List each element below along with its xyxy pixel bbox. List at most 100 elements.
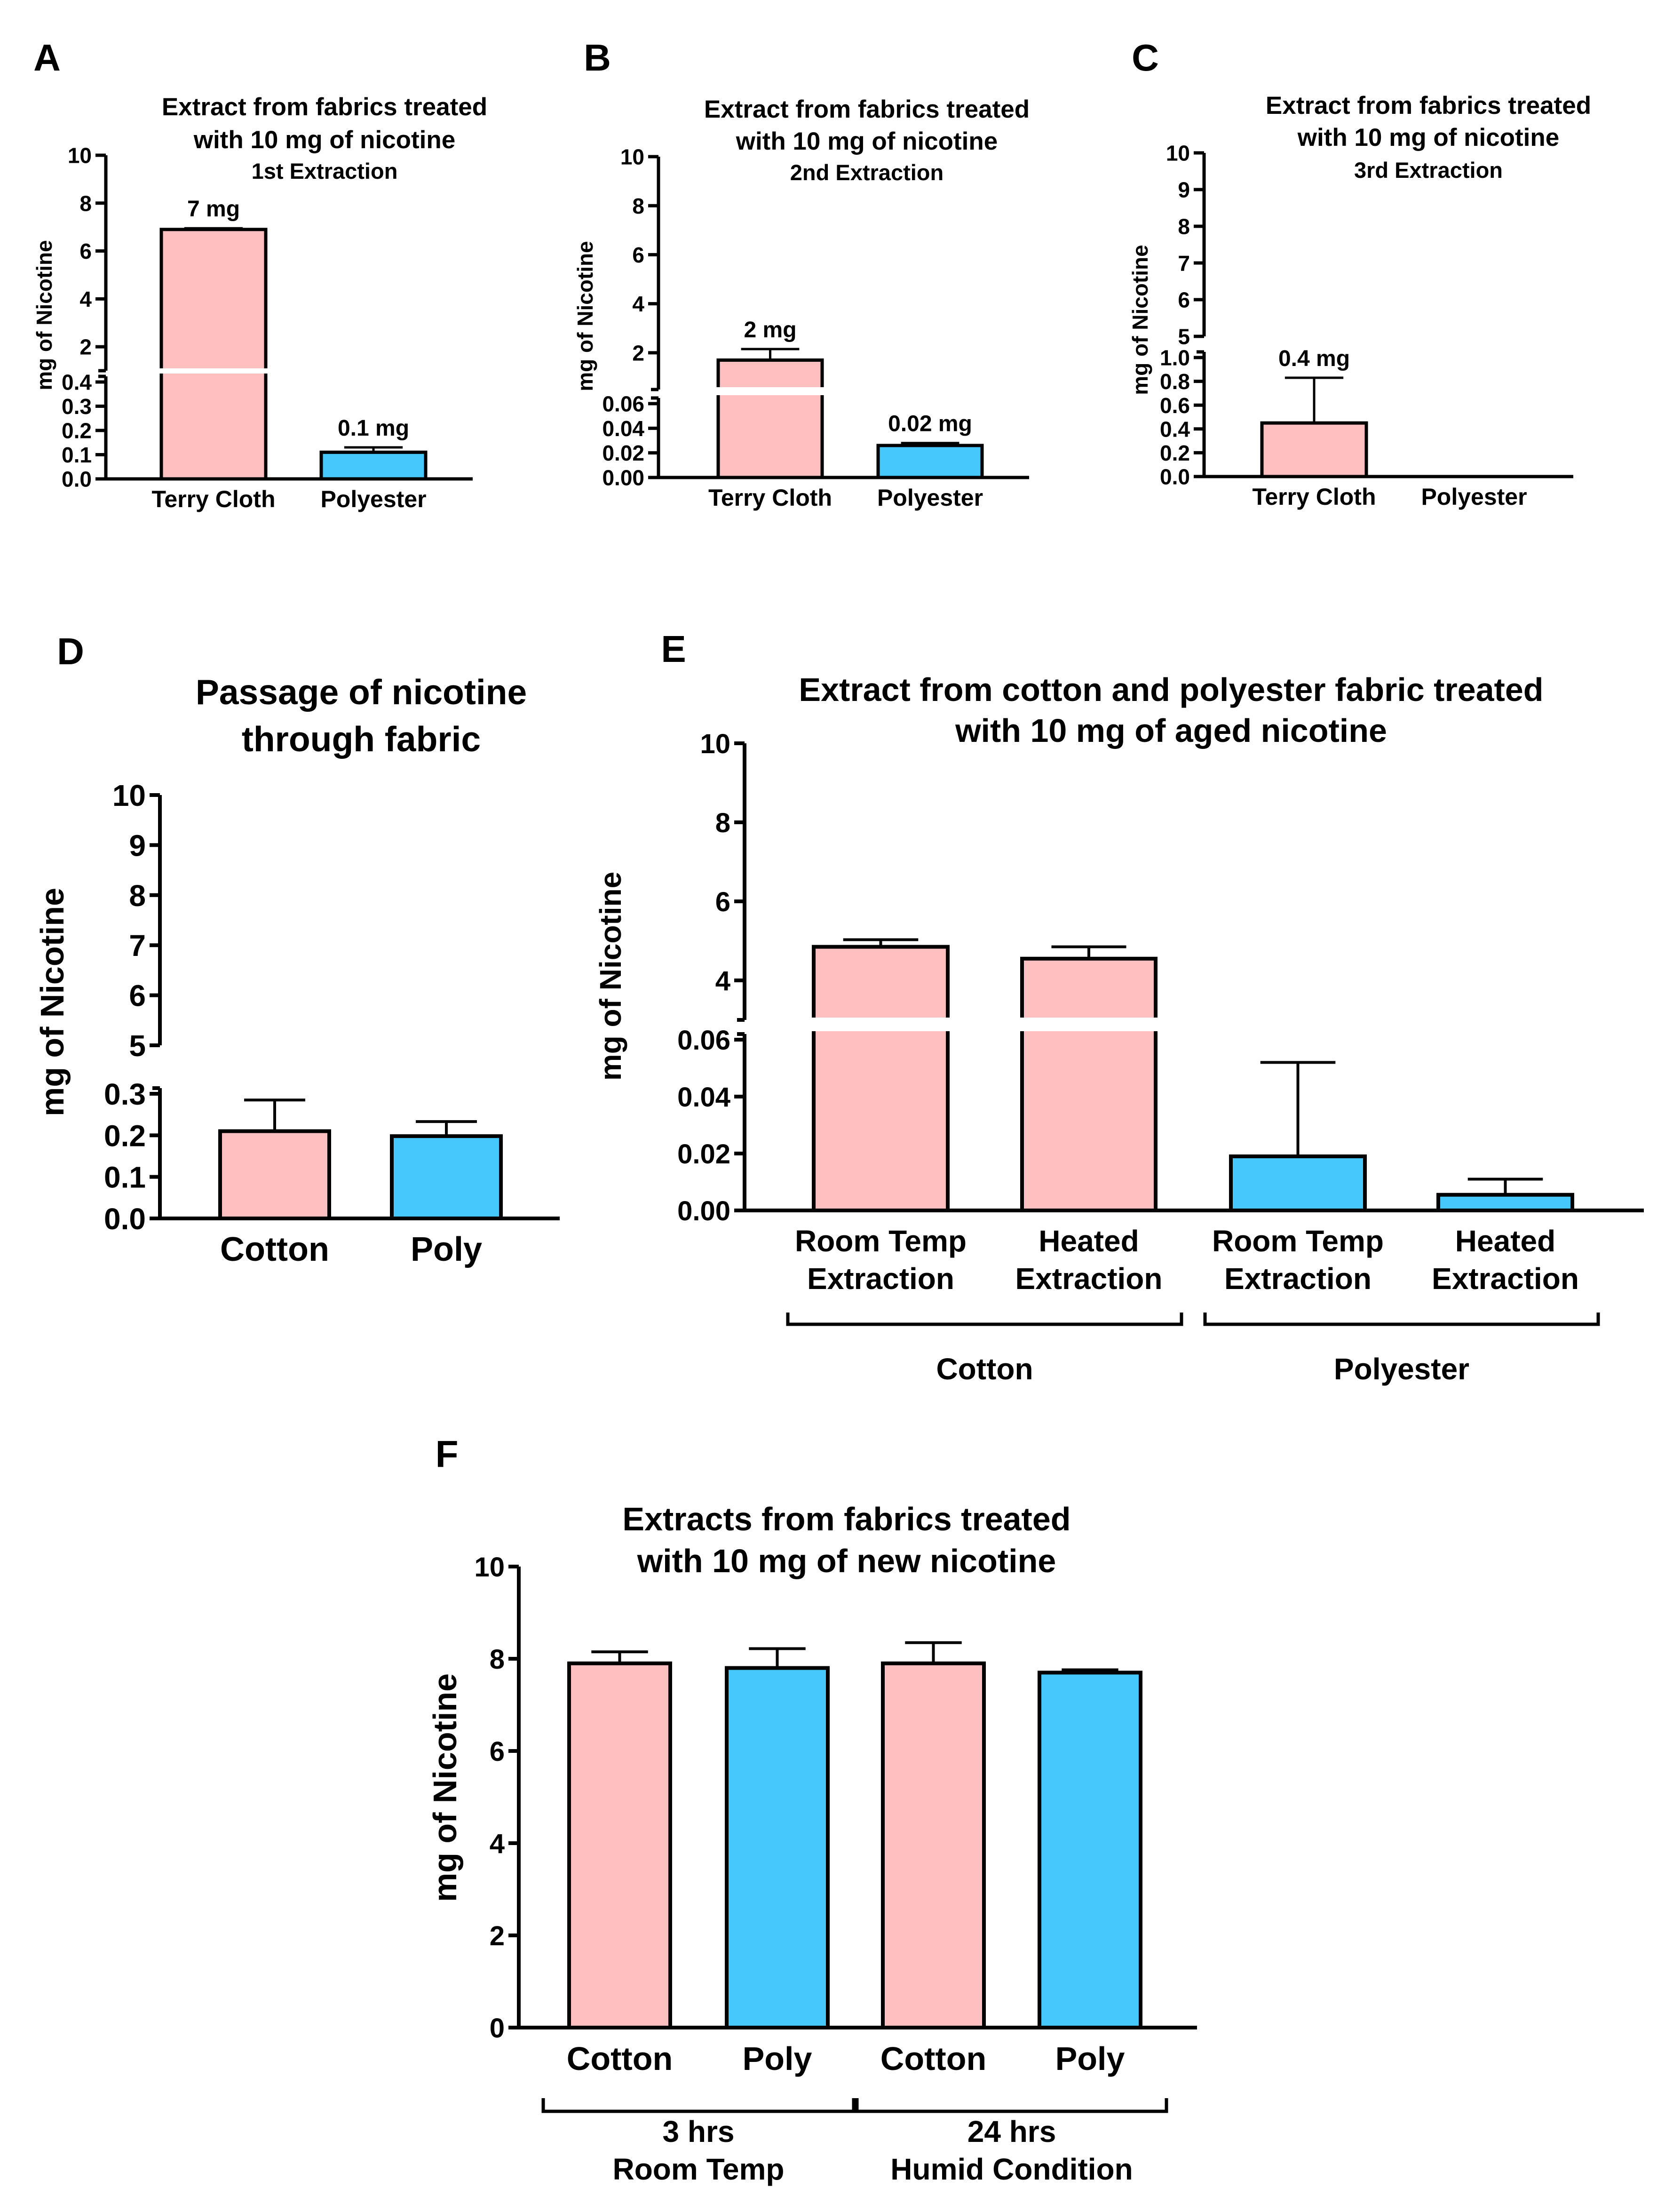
chart-title: Extract from fabrics treated (704, 95, 1030, 123)
y-tick-label: 0.6 (1160, 393, 1190, 418)
chart-title: 1st Extraction (252, 159, 398, 183)
y-tick-label: 8 (129, 879, 146, 913)
y-axis-label: mg of Nicotine (32, 240, 56, 390)
bar (1038, 1671, 1142, 2029)
y-tick-label: 0.06 (677, 1025, 730, 1056)
y-tick-label: 8 (632, 194, 644, 218)
bar-value-label: 0.02 mg (888, 412, 972, 437)
group-label: Cotton (936, 1352, 1033, 1386)
y-tick-label: 0 (490, 2013, 505, 2044)
bar-break-gap (714, 387, 827, 395)
chart-title: Extract from fabrics treated (1266, 92, 1591, 119)
y-tick-label: 5 (129, 1029, 146, 1063)
bar (881, 1661, 986, 2030)
panel-d: D Passage of nicotine through fabric mg of … (34, 630, 560, 1268)
y-tick-label: 0.00 (677, 1196, 730, 1226)
chart-title: Extract from cotton and polyester fabric… (799, 671, 1543, 708)
y-tick-label: 10 (68, 143, 92, 168)
group-label: Room Temp (612, 2152, 784, 2186)
y-tick-label: 0.0 (1160, 465, 1190, 489)
y-tick-label: 2 (79, 335, 92, 359)
panel-b: B Extract from fabrics treated with 10 mg … (573, 37, 1030, 511)
y-tick-label: 0.3 (62, 394, 92, 419)
y-tick-label: 6 (715, 887, 730, 917)
bar (319, 450, 428, 481)
chart-title: through fabric (242, 719, 481, 759)
panel-letter: C (1132, 37, 1159, 79)
group-bracket (786, 1313, 1183, 1326)
y-tick-label: 0.4 (1160, 417, 1190, 441)
y-tick-label: 0.1 (104, 1161, 146, 1194)
y-axis-label: mg of Nicotine (427, 1673, 463, 1902)
x-tick-label: Extraction (1015, 1262, 1163, 1296)
panel-a: A Extract from fabrics treated with 10 mg … (32, 37, 487, 512)
y-axis-label: mg of Nicotine (573, 241, 597, 391)
bar-value-label: 0.4 mg (1278, 346, 1350, 371)
bar (812, 945, 950, 1212)
y-tick-label: 8 (79, 191, 92, 215)
bar (567, 1661, 672, 2030)
bar-value-label: 7 mg (187, 197, 240, 222)
y-tick-label: 4 (79, 287, 92, 311)
bar-value-label: 0.1 mg (338, 416, 409, 441)
chart-title: Extract from fabrics treated (162, 93, 487, 121)
y-tick-label: 4 (632, 292, 644, 316)
y-tick-label: 9 (1178, 178, 1190, 202)
panel-letter: D (57, 630, 84, 672)
x-tick-label: Terry Cloth (152, 486, 276, 512)
bar-value-label: 2 mg (744, 318, 796, 342)
x-tick-label: Cotton (880, 2040, 986, 2077)
bar (218, 1129, 331, 1220)
y-tick-label: 0.00 (602, 466, 644, 490)
panel-c: C Extract from fabrics treated with 10 mg … (1128, 37, 1591, 510)
x-tick-label: Poly (1055, 2040, 1125, 2077)
y-tick-label: 2 (632, 341, 644, 365)
chart-title: with 10 mg of nicotine (193, 126, 456, 154)
y-tick-label: 0.2 (1160, 441, 1190, 465)
panel-e: E Extract from cotton and polyester fabri… (594, 628, 1644, 1386)
y-tick-label: 0.8 (1160, 369, 1190, 394)
x-tick-label: Extraction (1224, 1262, 1372, 1296)
bar (1229, 1154, 1367, 1213)
bar (725, 1666, 830, 2030)
group-label: 3 hrs (663, 2115, 735, 2148)
panel-letter: A (33, 37, 61, 79)
chart-title: with 10 mg of aged nicotine (955, 712, 1387, 749)
y-tick-label: 6 (632, 243, 644, 267)
y-tick-label: 7 (1178, 251, 1190, 276)
panel-f: F Extracts from fabrics treated with 10 mg… (427, 1433, 1197, 2186)
bar (1436, 1193, 1574, 1213)
x-tick-label: Polyester (320, 486, 426, 512)
y-tick-label: 4 (715, 966, 730, 996)
y-tick-label: 0.2 (104, 1119, 146, 1153)
panel-letter: F (436, 1433, 459, 1475)
y-tick-label: 0.04 (677, 1082, 730, 1113)
x-tick-label: Polyester (1421, 484, 1527, 510)
bar (390, 1134, 503, 1221)
y-tick-label: 10 (112, 779, 146, 812)
x-tick-label: Cotton (567, 2040, 673, 2077)
chart-title: 3rd Extraction (1354, 158, 1503, 183)
chart-title: Passage of nicotine (196, 672, 527, 712)
bar (1260, 421, 1368, 478)
x-tick-label: Poly (411, 1231, 482, 1268)
panel-letter: E (661, 628, 686, 670)
x-tick-label: Poly (743, 2040, 812, 2077)
group-label: Polyester (1334, 1352, 1469, 1386)
y-tick-label: 0.1 (62, 443, 92, 467)
y-tick-label: 4 (490, 1829, 505, 1859)
y-tick-label: 0.0 (104, 1202, 146, 1236)
x-tick-label: Polyester (877, 485, 983, 511)
x-tick-label: Room Temp (795, 1224, 967, 1258)
y-tick-label: 6 (129, 979, 146, 1013)
y-tick-label: 8 (715, 808, 730, 838)
panel-letter: B (584, 37, 611, 79)
y-tick-label: 8 (490, 1644, 505, 1675)
y-tick-label: 10 (620, 145, 644, 169)
y-axis-label: mg of Nicotine (594, 872, 627, 1081)
bar (1020, 956, 1158, 1213)
group-bracket (541, 2098, 856, 2113)
y-tick-label: 0.4 (62, 370, 92, 395)
y-tick-label: 0.0 (62, 467, 92, 492)
